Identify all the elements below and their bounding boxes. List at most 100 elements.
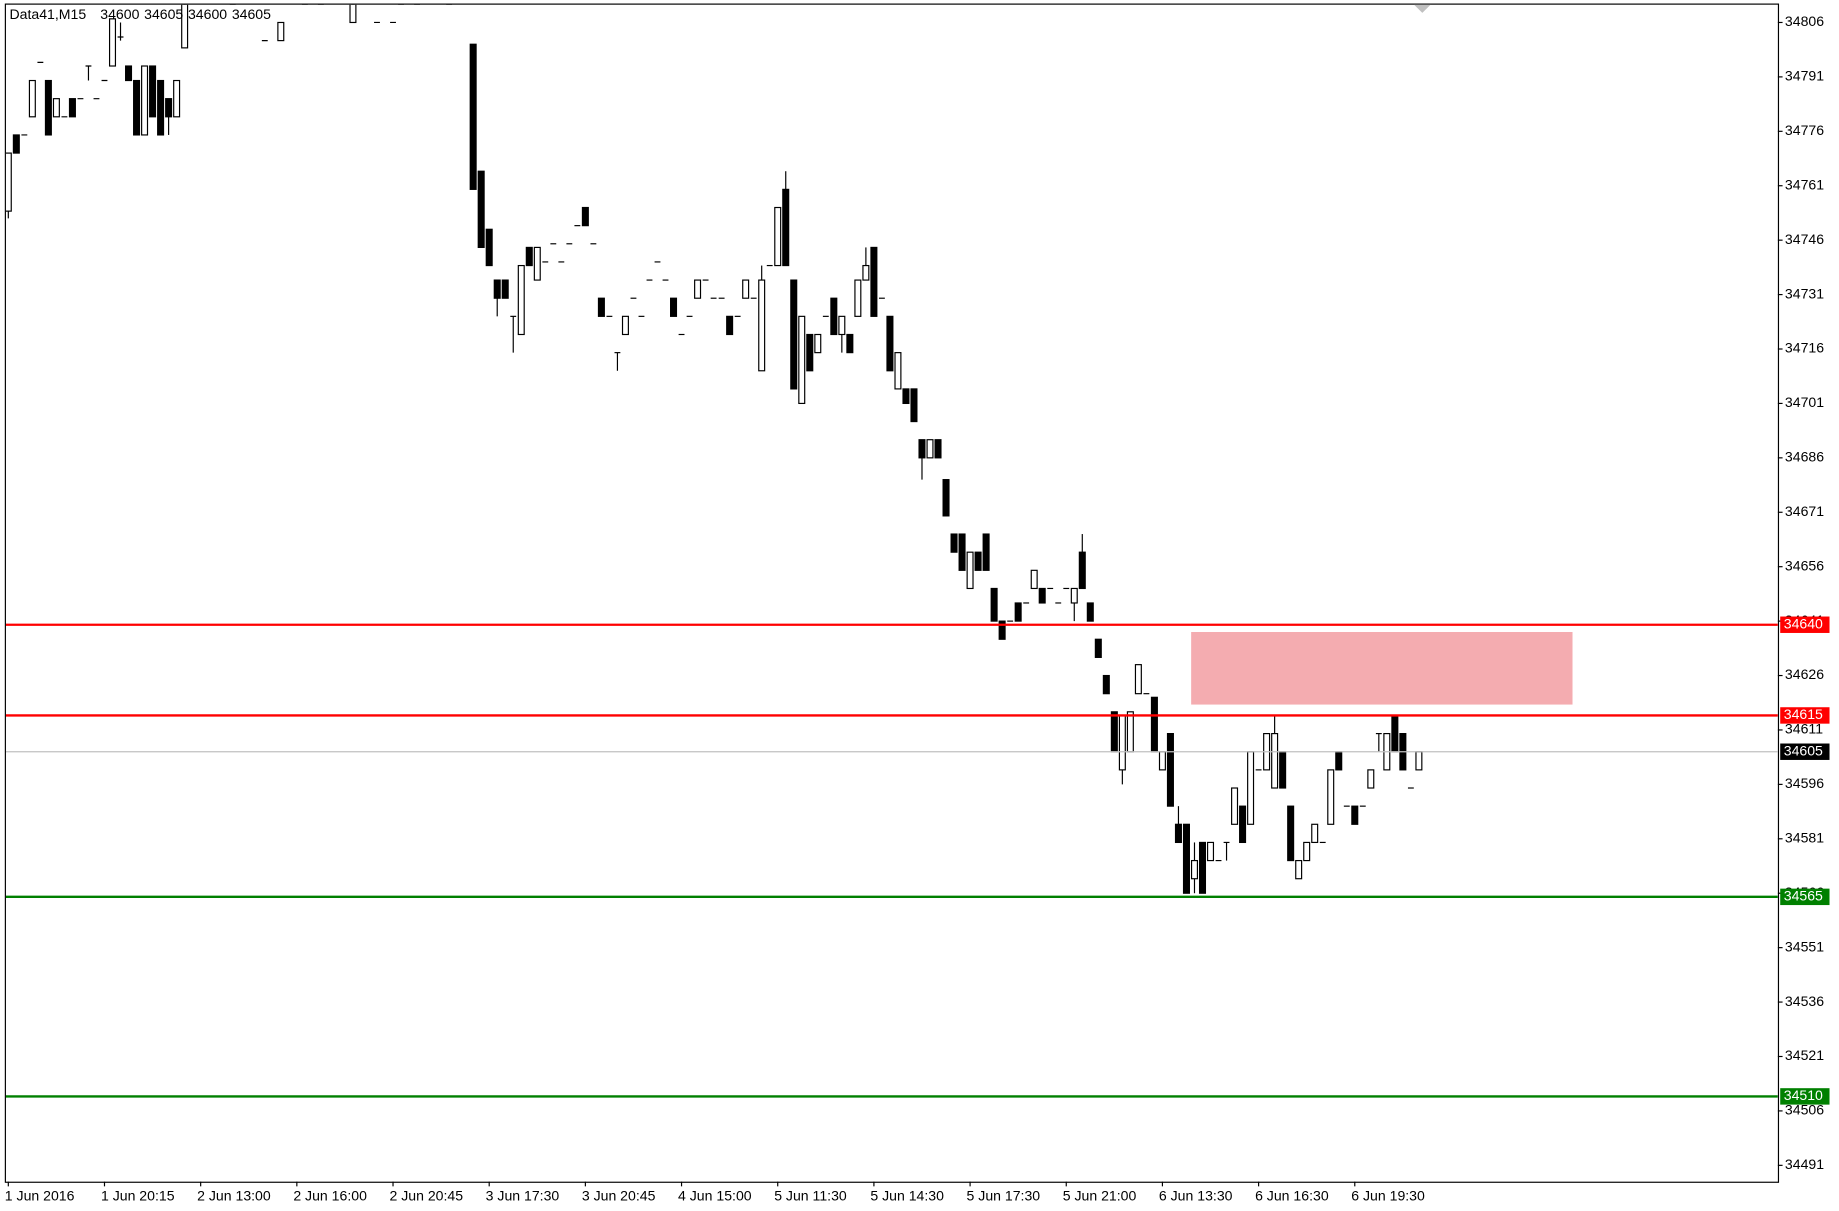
candle-body [485,228,493,267]
y-tick-label: 34611 [1785,721,1823,737]
candle-body [277,21,285,42]
y-tick-label: 34491 [1785,1156,1824,1172]
price-level-box [1780,743,1830,760]
x-tick-label: 2 Jun 16:00 [293,1188,367,1204]
candle-body [958,533,966,571]
candle-body [926,439,934,459]
candle-body [1279,751,1287,789]
y-tick-label: 34806 [1785,13,1824,29]
candle-body [1038,587,1046,604]
candle-body [726,315,734,336]
candle-body [493,279,501,299]
candle-body [966,551,974,590]
price-level-label: 34510 [1784,1087,1823,1103]
plot-area [5,4,1778,1098]
candle-body [1271,733,1279,789]
candle-body [1070,587,1078,604]
candle-body [1102,674,1110,695]
x-tick-label: 6 Jun 19:30 [1351,1188,1425,1204]
price-level-label: 34565 [1784,888,1823,904]
candle-body [1295,859,1303,880]
candle-body [998,620,1006,640]
candle-body [790,279,798,390]
y-tick-label: 34716 [1785,340,1824,356]
y-tick-label: 34671 [1785,503,1824,519]
candle-body [5,152,12,212]
candle-body [141,65,149,136]
candle-body [1158,751,1166,771]
candle-body [774,206,782,267]
chart-header: Data41,M15 34600 34605 34600 34605 [9,6,271,22]
candle-body [1110,711,1118,753]
candle-body [349,4,357,24]
header-high: 34605 [144,6,183,22]
x-tick-label: 3 Jun 20:45 [582,1188,656,1204]
candle-body [621,315,629,336]
y-tick-label: 34731 [1785,285,1824,301]
y-tick-label: 34521 [1785,1047,1824,1063]
shift-marker [1414,4,1431,13]
candle-body [1247,751,1255,825]
y-tick-label: 34746 [1785,231,1824,247]
x-tick-label: 5 Jun 21:00 [1063,1188,1137,1204]
candle-body [830,297,838,336]
candle-body [1014,602,1022,622]
price-level-label: 34615 [1784,706,1823,722]
candle-body [974,551,982,571]
candle-body [870,246,878,317]
candle-body [477,170,485,249]
candle-body [846,333,854,354]
candle-body [157,79,165,136]
price-level-label: 34640 [1784,615,1823,631]
candle-body [108,18,117,67]
candle-body [1206,841,1215,862]
candle-body [1150,696,1158,753]
candle-body [1094,638,1102,658]
candle-body [862,264,870,281]
y-tick-label: 34701 [1785,394,1824,410]
y-tick-label: 34506 [1785,1102,1824,1118]
candle-body [181,4,189,49]
candle-body [1311,823,1319,844]
price-level-box [1780,1088,1830,1105]
y-tick-label: 34551 [1785,938,1824,954]
x-tick-label: 5 Jun 14:30 [870,1188,944,1204]
x-tick-label: 2 Jun 20:45 [389,1188,463,1204]
candle-body [533,246,541,281]
x-tick-label: 5 Jun 17:30 [967,1188,1041,1204]
candle-body [758,279,766,372]
candle-body [918,439,926,459]
y-tick-label: 34656 [1785,557,1824,573]
candle-body [798,315,806,405]
x-tick-label: 2 Jun 13:00 [197,1188,271,1204]
candle-body [1391,714,1399,753]
header-low: 34600 [188,6,227,22]
candle-body [173,79,181,118]
candle-body [886,315,894,372]
x-tick-label: 1 Jun 2016 [5,1188,75,1204]
candle-body [1198,841,1207,894]
price-level-box [1780,707,1830,724]
candle-body [581,206,589,227]
symbol-title: Data41,M15 [9,6,86,22]
y-tick-label: 34626 [1785,666,1824,682]
candle-body [133,79,141,136]
candle-body [694,279,702,299]
y-tick-label: 34581 [1785,830,1824,846]
y-tick-label: 34686 [1785,449,1824,465]
candle-body [1287,805,1295,862]
x-tick-label: 6 Jun 16:30 [1255,1188,1329,1204]
candle-body [1118,714,1126,771]
candle-body [1182,823,1190,894]
candle-body [950,533,958,553]
candle-body [982,533,990,571]
price-level-label: 34605 [1784,742,1823,758]
candle-body [1327,769,1335,825]
y-tick-label: 34761 [1785,176,1824,192]
candle-body [125,65,133,82]
candle-body [1351,805,1359,825]
candle-body [910,388,918,423]
candle-body [1030,569,1038,590]
candle-body [782,188,790,267]
